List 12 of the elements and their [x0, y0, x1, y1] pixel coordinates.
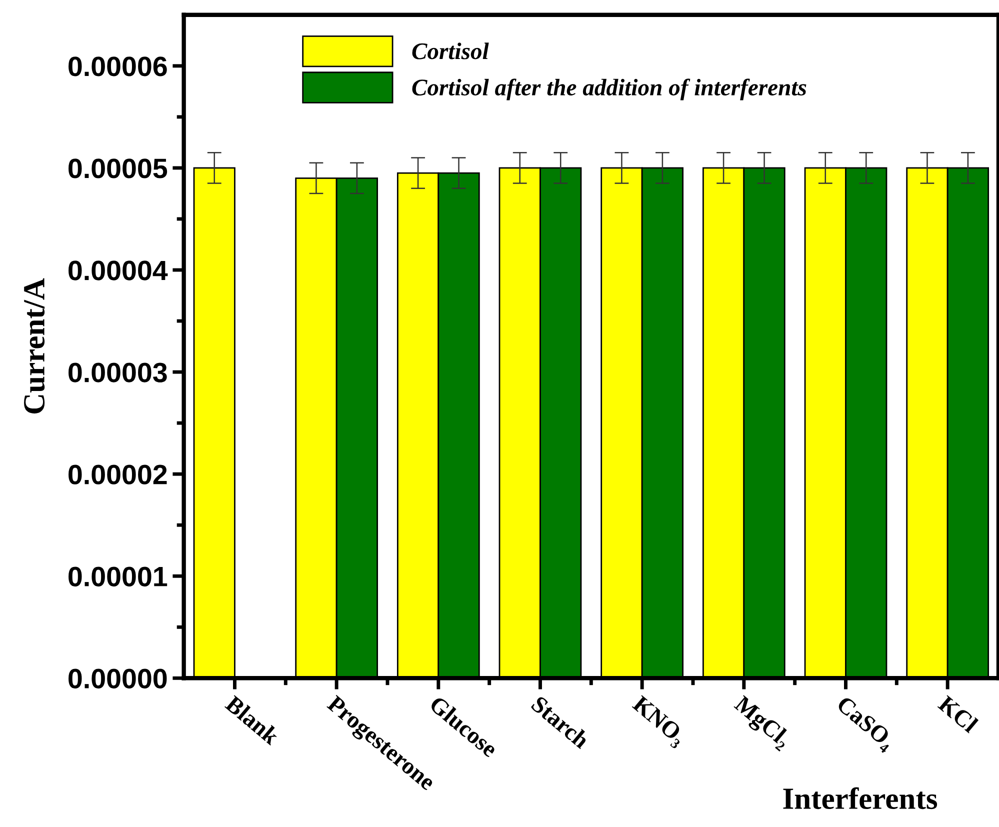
y-tick-label: 0.00003	[68, 362, 167, 382]
y-tick-label: 0.00000	[68, 668, 167, 688]
y-tick-label: 0.00005	[68, 158, 168, 178]
y-tick-label: 0.00001	[68, 566, 168, 586]
x-tick-label: KCl	[937, 694, 980, 734]
y-tick-label: 0.00006	[68, 56, 167, 76]
y-tick-label: 0.00004	[68, 260, 168, 280]
legend-label: Cortisol after the addition of interferents	[412, 78, 806, 100]
legend-label: Cortisol	[412, 42, 489, 60]
x-axis-title: Interferents	[783, 787, 938, 810]
y-axis-title: Current/A	[24, 278, 45, 414]
y-tick-label: 0.00002	[68, 464, 167, 484]
